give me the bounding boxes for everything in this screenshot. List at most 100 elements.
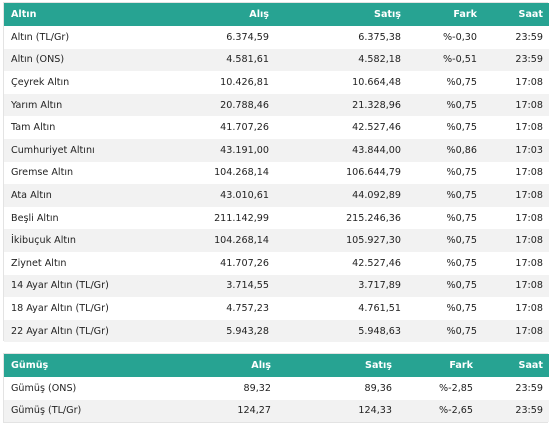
gold-change-cell: %0,75 [446,325,477,337]
gold-time-cell: 17:08 [515,189,543,201]
gold-buy-price-cell: 4.581,61 [226,54,269,66]
gold-time-cell: 23:59 [515,31,543,43]
gold-sell-price-cell: 42.527,46 [352,257,401,269]
gold-buy-price-cell: 104.268,14 [214,167,269,179]
gold-table-row[interactable]: 22 Ayar Altın (TL/Gr) 5.943,28 5.948,63 %0,… [4,319,549,343]
gold-prices-table: Altın Alış Satış Fark Saat Altın (TL/Gr)… [4,3,549,343]
gold-table-row[interactable]: Tam Altın 41.707,26 42.527,46 %0,75 17:08 [4,116,549,139]
gold-time-cell: 17:08 [515,167,543,179]
gold-table-row[interactable]: 18 Ayar Altın (TL/Gr) 4.757,23 4.761,51 %0,… [4,297,549,320]
silver-header-buy[interactable]: Alış [251,360,271,371]
gold-table-row[interactable]: Çeyrek Altın 10.426,81 10.664,48 %0,75 17:08 [4,71,549,94]
silver-header-sell[interactable]: Satış [365,360,392,371]
gold-table-row[interactable]: Beşli Altın 211.142,99 215.246,36 %0,75 17:0… [4,206,549,230]
gold-time-cell: 17:08 [515,280,543,292]
gold-change-cell: %-0,51 [443,54,477,66]
gold-buy-price-cell: 3.714,55 [226,280,269,292]
silver-table-header: Gümüş Alış Satış Fark Saat [4,354,549,377]
gold-header-sell[interactable]: Satış [374,9,401,20]
gold-change-cell: %0,75 [446,280,477,292]
gold-name-cell[interactable]: Yarım Altın [11,99,63,111]
gold-time-cell: 17:08 [515,302,543,314]
silver-header-name[interactable]: Gümüş [11,360,49,371]
gold-sell-price-cell: 43.844,00 [352,144,401,156]
gold-change-cell: %0,75 [446,302,477,314]
silver-table-row[interactable]: Gümüş (ONS) 89,32 89,36 %-2,85 23:59 [4,377,549,400]
gold-sell-price-cell: 10.664,48 [352,76,401,88]
gold-name-cell[interactable]: Çeyrek Altın [11,76,70,88]
gold-table-row[interactable]: Altın (TL/Gr) 6.374,59 6.375,38 %-0,30 23:59 [4,26,549,49]
gold-change-cell: %0,75 [446,235,477,247]
gold-change-cell: %0,75 [446,99,477,111]
gold-buy-price-cell: 20.788,46 [220,99,269,111]
gold-table-row[interactable]: Altın (ONS) 4.581,61 4.582,18 %-0,51 23:59 [4,48,549,72]
gold-time-cell: 17:08 [515,257,543,269]
gold-buy-price-cell: 10.426,81 [220,76,269,88]
gold-buy-price-cell: 5.943,28 [226,325,269,337]
gold-prices-panel: Altın Alış Satış Fark Saat Altın (TL/Gr)… [3,2,549,343]
gold-header-buy[interactable]: Alış [249,9,269,20]
gold-name-cell[interactable]: 22 Ayar Altın (TL/Gr) [11,325,109,337]
gold-name-cell[interactable]: Altın (TL/Gr) [11,31,70,43]
silver-table-row[interactable]: Gümüş (TL/Gr) 124,27 124,33 %-2,65 23:59 [4,399,549,422]
gold-name-cell[interactable]: Ziynet Altın [11,257,67,269]
gold-time-cell: 17:08 [515,76,543,88]
gold-change-cell: %0,75 [446,212,477,224]
gold-name-cell[interactable]: Tam Altın [11,122,56,134]
gold-buy-price-cell: 6.374,59 [226,31,269,43]
gold-sell-price-cell: 215.246,36 [346,212,401,224]
gold-sell-price-cell: 42.527,46 [352,122,401,134]
gold-table-row[interactable]: Yarım Altın 20.788,46 21.328,96 %0,75 17:08 [4,93,549,117]
gold-sell-price-cell: 21.328,96 [352,99,401,111]
gold-name-cell[interactable]: Cumhuriyet Altını [11,144,95,156]
gold-table-row[interactable]: Gremse Altın 104.268,14 106.644,79 %0,75 17:… [4,161,549,185]
gold-name-cell[interactable]: Gremse Altın [11,167,74,179]
gold-change-cell: %0,86 [446,144,477,156]
gold-sell-price-cell: 105.927,30 [346,235,401,247]
gold-change-cell: %0,75 [446,189,477,201]
gold-time-cell: 17:08 [515,99,543,111]
gold-change-cell: %0,75 [446,167,477,179]
gold-sell-price-cell: 3.717,89 [358,280,401,292]
gold-name-cell[interactable]: İkibuçuk Altın [11,235,76,247]
gold-name-cell[interactable]: 18 Ayar Altın (TL/Gr) [11,302,109,314]
gold-name-cell[interactable]: Altın (ONS) [11,54,65,66]
gold-header-name[interactable]: Altın [11,9,37,20]
gold-time-cell: 23:59 [515,54,543,66]
silver-name-cell[interactable]: Gümüş (ONS) [11,382,77,394]
gold-table-row[interactable]: Cumhuriyet Altını 43.191,00 43.844,00 %0,86… [4,138,549,162]
gold-header-change[interactable]: Fark [453,9,477,20]
silver-change-cell: %-2,85 [439,382,473,394]
gold-change-cell: %0,75 [446,122,477,134]
gold-table-row[interactable]: Ziynet Altın 41.707,26 42.527,46 %0,75 17:08 [4,251,549,275]
silver-header-change[interactable]: Fark [449,360,473,371]
silver-name-cell[interactable]: Gümüş (TL/Gr) [11,405,82,417]
gold-buy-price-cell: 4.757,23 [226,302,269,314]
gold-time-cell: 17:08 [515,325,543,337]
gold-sell-price-cell: 6.375,38 [358,31,401,43]
gold-time-cell: 17:08 [515,212,543,224]
gold-name-cell[interactable]: Beşli Altın [11,212,59,224]
gold-sell-price-cell: 106.644,79 [346,167,401,179]
gold-buy-price-cell: 43.010,61 [220,189,269,201]
silver-sell-price-cell: 124,33 [358,405,392,417]
silver-buy-price-cell: 124,27 [237,405,271,417]
gold-change-cell: %0,75 [446,76,477,88]
gold-change-cell: %0,75 [446,257,477,269]
gold-buy-price-cell: 43.191,00 [220,144,269,156]
gold-table-row[interactable]: 14 Ayar Altın (TL/Gr) 3.714,55 3.717,89 %0,… [4,274,549,298]
silver-time-cell: 23:59 [515,382,543,394]
silver-header-time[interactable]: Saat [518,360,543,371]
gold-time-cell: 17:08 [515,122,543,134]
silver-prices-table: Gümüş Alış Satış Fark Saat Gümüş (ONS) 89… [4,354,549,422]
gold-sell-price-cell: 44.092,89 [352,189,401,201]
gold-header-time[interactable]: Saat [518,9,543,20]
gold-sell-price-cell: 4.582,18 [358,54,401,66]
gold-table-row[interactable]: Ata Altın 43.010,61 44.092,89 %0,75 17:08 [4,184,549,207]
gold-buy-price-cell: 104.268,14 [214,235,269,247]
gold-sell-price-cell: 5.948,63 [358,325,401,337]
gold-name-cell[interactable]: 14 Ayar Altın (TL/Gr) [11,280,109,292]
gold-table-row[interactable]: İkibuçuk Altın 104.268,14 105.927,30 %0,75 1… [4,229,549,252]
gold-name-cell[interactable]: Ata Altın [11,189,52,201]
silver-prices-panel: Gümüş Alış Satış Fark Saat Gümüş (ONS) 89… [3,353,549,423]
